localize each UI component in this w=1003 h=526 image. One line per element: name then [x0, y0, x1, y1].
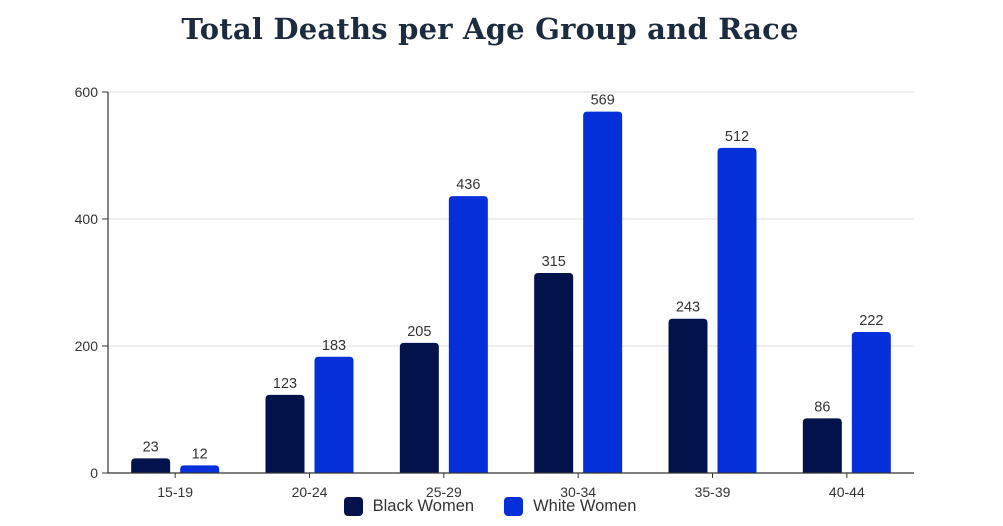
legend: Black Women White Women — [0, 497, 980, 516]
bar-white-women — [851, 332, 891, 473]
bar-white-women — [583, 111, 623, 473]
bar-white-women — [448, 196, 488, 473]
legend-item-white-women: White Women — [504, 497, 636, 516]
data-labels: 23 12 123 183 205 436 315 569 243 512 86 222 — [143, 93, 884, 463]
bar-white-women — [717, 147, 757, 473]
y-tick-label: 400 — [75, 211, 99, 227]
bar-black-women — [399, 342, 439, 473]
legend-item-black-women: Black Women — [343, 497, 475, 516]
gridlines — [108, 91, 914, 347]
legend-swatch-white-women — [504, 497, 524, 516]
data-label-black-women: 243 — [676, 300, 700, 316]
axes: 0 200 400 600 15-19 20-24 25-29 30-34 35-39 40-44 — [75, 84, 914, 500]
legend-swatch-black-women — [343, 497, 363, 516]
y-tick-label: 600 — [75, 84, 99, 100]
x-tick-label: 15-19 — [157, 484, 193, 500]
data-label-black-women: 86 — [814, 399, 830, 415]
data-label-white-women: 436 — [456, 177, 480, 193]
bar-black-women — [802, 418, 842, 473]
x-tick-label: 30-34 — [560, 484, 596, 500]
x-tick-label: 40-44 — [829, 484, 865, 500]
bar-black-women — [534, 272, 574, 473]
x-tick-label: 20-24 — [292, 484, 328, 500]
bar-black-women — [265, 394, 305, 473]
data-label-black-women: 205 — [407, 324, 431, 340]
data-label-black-women: 23 — [143, 439, 159, 455]
data-label-white-women: 222 — [859, 313, 883, 329]
y-tick-label: 0 — [90, 465, 98, 481]
bar-white-women — [314, 356, 354, 473]
bar-black-women — [668, 318, 708, 473]
x-tick-label: 25-29 — [426, 484, 462, 500]
data-label-black-women: 315 — [542, 254, 566, 270]
y-tick-label: 200 — [75, 338, 99, 354]
data-label-white-women: 183 — [322, 338, 346, 354]
bar-white-women — [180, 465, 220, 473]
bar-black-women — [131, 458, 171, 473]
x-tick-label: 35-39 — [695, 484, 731, 500]
bars — [131, 111, 891, 473]
data-label-white-women: 569 — [591, 93, 615, 109]
data-label-white-women: 512 — [725, 129, 749, 145]
data-label-black-women: 123 — [273, 376, 297, 392]
chart-title: Total Deaths per Age Group and Race — [181, 12, 799, 46]
legend-label-white-women: White Women — [533, 497, 637, 515]
data-label-white-women: 12 — [192, 446, 208, 462]
legend-label-black-women: Black Women — [372, 497, 475, 515]
